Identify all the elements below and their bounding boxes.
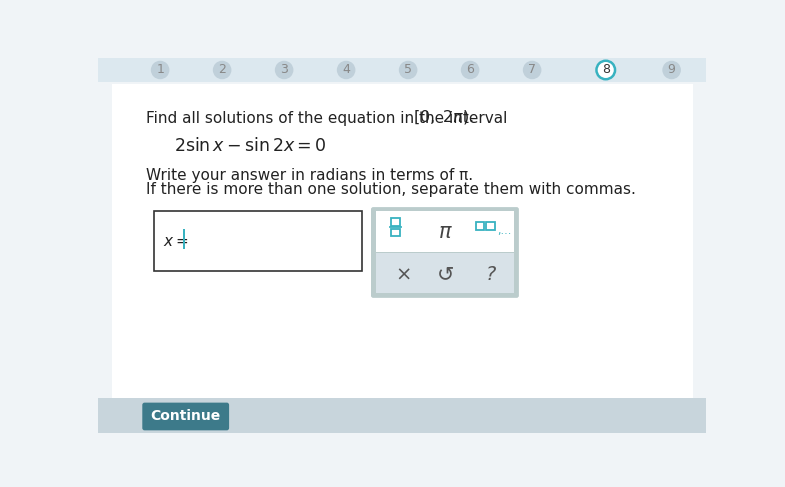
Text: ↺: ↺: [436, 264, 454, 284]
FancyBboxPatch shape: [98, 58, 706, 81]
Text: ,...: ,...: [497, 226, 512, 236]
Text: $x =$: $x =$: [163, 234, 188, 249]
Text: 2: 2: [218, 63, 226, 76]
Text: 4: 4: [342, 63, 350, 76]
Circle shape: [597, 61, 615, 79]
Text: $2\sin x - \sin 2x = 0$: $2\sin x - \sin 2x = 0$: [174, 137, 327, 155]
Circle shape: [151, 61, 170, 79]
Text: Write your answer in radians in terms of π.: Write your answer in radians in terms of…: [146, 168, 473, 183]
Circle shape: [663, 61, 681, 79]
Circle shape: [275, 61, 294, 79]
FancyBboxPatch shape: [184, 229, 185, 249]
Text: $\times$: $\times$: [395, 264, 411, 283]
Text: 3: 3: [280, 63, 288, 76]
Circle shape: [337, 61, 356, 79]
Text: Continue: Continue: [151, 410, 221, 424]
FancyBboxPatch shape: [98, 398, 706, 433]
Text: 1: 1: [156, 63, 164, 76]
FancyBboxPatch shape: [154, 211, 362, 271]
FancyBboxPatch shape: [375, 211, 514, 252]
Circle shape: [461, 61, 480, 79]
FancyBboxPatch shape: [372, 208, 518, 297]
Text: $\pi$: $\pi$: [438, 223, 453, 243]
Text: ?: ?: [486, 264, 496, 283]
Circle shape: [399, 61, 418, 79]
Circle shape: [523, 61, 542, 79]
Text: If there is more than one solution, separate them with commas.: If there is more than one solution, sepa…: [146, 182, 636, 197]
Text: 7: 7: [528, 63, 536, 76]
FancyBboxPatch shape: [112, 84, 692, 398]
FancyBboxPatch shape: [142, 403, 229, 431]
Text: 5: 5: [404, 63, 412, 76]
Text: $\left[0,\ 2\pi\right).$: $\left[0,\ 2\pi\right).$: [413, 108, 474, 126]
Text: 8: 8: [602, 63, 610, 76]
Circle shape: [213, 61, 232, 79]
Text: 6: 6: [466, 63, 474, 76]
Text: 9: 9: [668, 63, 676, 76]
Text: Find all solutions of the equation in the interval: Find all solutions of the equation in th…: [146, 111, 513, 126]
FancyBboxPatch shape: [375, 253, 514, 293]
